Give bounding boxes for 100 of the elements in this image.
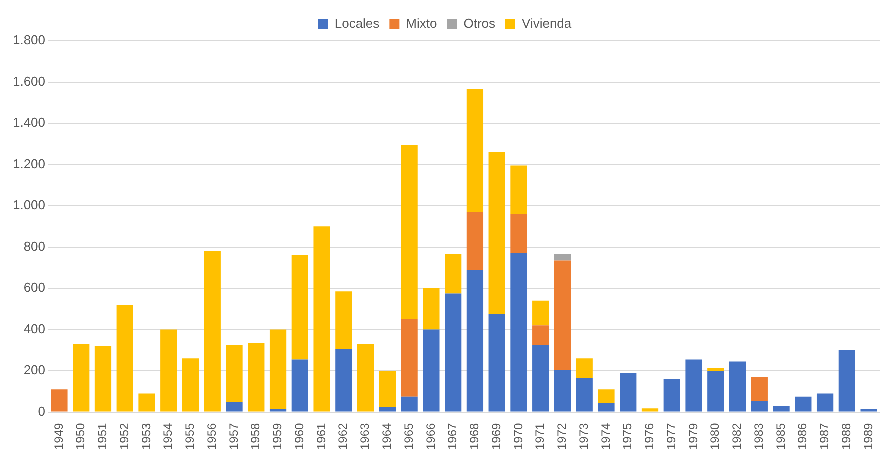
y-tick-label: 400	[24, 321, 46, 336]
bar	[226, 345, 243, 402]
legend-label: Vivienda	[522, 16, 572, 32]
bar	[160, 330, 178, 412]
x-tick-label: 1989	[861, 422, 876, 450]
legend-label: Locales	[334, 16, 380, 32]
x-tick-label: 1953	[139, 422, 154, 450]
bar	[554, 260, 572, 370]
legend-label: Mixto	[406, 16, 438, 32]
x-tick-label: 1963	[358, 422, 372, 450]
bar	[466, 212, 484, 270]
bar	[860, 409, 878, 412]
bar	[532, 326, 550, 346]
bar	[423, 288, 440, 330]
bar	[314, 226, 330, 412]
bar	[795, 396, 812, 412]
x-tick-label: 1968	[468, 422, 482, 450]
bar	[401, 396, 418, 412]
x-tick-label: 1950	[74, 422, 88, 450]
bar	[838, 350, 856, 412]
x-tick-label: 1949	[52, 422, 66, 450]
bar	[116, 305, 134, 412]
x-tick-label: 1957	[226, 422, 241, 450]
bar	[773, 406, 790, 412]
bar	[598, 403, 615, 412]
bar	[292, 256, 308, 360]
y-tick-label: 1.400	[12, 115, 46, 130]
y-tick-label: 1.600	[12, 74, 46, 89]
x-tick-label: 1986	[796, 422, 810, 450]
bar	[816, 394, 834, 412]
bar	[423, 330, 440, 412]
bar	[554, 254, 572, 261]
bar	[182, 358, 200, 412]
x-tick-label: 1977	[664, 422, 678, 450]
bar	[576, 378, 593, 412]
bar	[445, 254, 462, 294]
bar	[401, 145, 418, 320]
x-tick-label: 1972	[555, 422, 570, 450]
bar	[729, 362, 746, 412]
bar	[488, 314, 506, 412]
x-tick-label: 1969	[489, 422, 504, 450]
bar	[138, 394, 156, 412]
bar	[488, 152, 506, 314]
bar	[204, 251, 221, 412]
x-tick-label: 1959	[270, 422, 285, 450]
x-tick-label: 1960	[292, 422, 306, 450]
x-tick-label: 1961	[314, 422, 328, 450]
bar	[336, 349, 352, 412]
x-tick-label: 1956	[204, 422, 219, 450]
legend-label: Otros	[464, 16, 496, 32]
bar	[598, 390, 615, 404]
x-tick-label: 1974	[598, 422, 613, 450]
bar	[226, 402, 243, 412]
bar	[357, 344, 374, 412]
x-tick-label: 1976	[642, 422, 657, 450]
x-tick-label: 1952	[117, 422, 132, 450]
x-tick-label: 1983	[752, 422, 766, 450]
bar	[270, 330, 287, 410]
bar	[248, 343, 265, 412]
bar	[751, 377, 768, 401]
bar	[466, 89, 484, 212]
bar	[510, 214, 528, 254]
x-tick-label: 1964	[380, 422, 394, 450]
bar	[445, 294, 462, 412]
x-tick-label: 1988	[839, 422, 854, 450]
x-tick-label: 1951	[96, 422, 110, 450]
y-tick-label: 600	[24, 280, 46, 296]
bar	[379, 371, 396, 408]
x-tick-label: 1965	[402, 422, 416, 450]
bar	[751, 400, 768, 412]
bar	[466, 270, 484, 412]
x-tick-label: 1985	[774, 422, 788, 450]
bar	[379, 407, 396, 412]
x-tick-label: 1971	[533, 422, 548, 450]
bar	[576, 358, 593, 378]
bar	[510, 253, 528, 412]
x-tick-label: 1970	[511, 422, 526, 450]
bar	[554, 370, 572, 412]
bar	[532, 345, 550, 412]
y-tick-label: 1.200	[12, 156, 46, 172]
x-tick-label: 1966	[424, 422, 438, 450]
bar	[336, 292, 352, 350]
bar	[620, 373, 637, 412]
y-tick-label: 200	[24, 362, 46, 378]
bar	[708, 371, 724, 412]
x-tick-label: 1958	[248, 422, 263, 450]
bar	[401, 319, 418, 397]
x-tick-label: 1962	[336, 422, 350, 450]
x-tick-label: 1979	[686, 422, 700, 450]
x-tick-label: 1955	[183, 422, 198, 450]
bar	[51, 390, 68, 412]
bar	[642, 408, 659, 412]
x-tick-label: 1980	[708, 422, 722, 450]
bar	[270, 409, 287, 412]
x-tick-label: 1982	[730, 422, 744, 450]
x-tick-label: 1973	[576, 422, 591, 450]
x-tick-label: 1967	[446, 422, 460, 450]
bar	[94, 346, 112, 412]
bar	[664, 379, 680, 412]
bar	[510, 166, 528, 214]
